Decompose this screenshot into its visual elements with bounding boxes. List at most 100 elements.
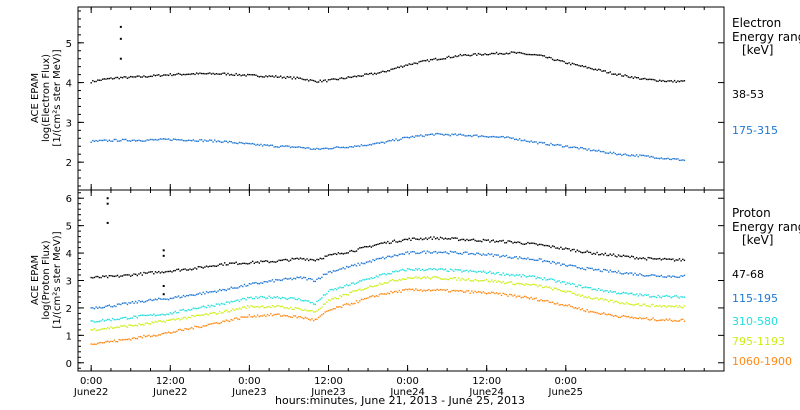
- data-point: [515, 283, 518, 285]
- data-point: [235, 287, 237, 289]
- proton-ylabel-line2: log(Proton Flux): [41, 240, 52, 319]
- data-point: [514, 138, 516, 141]
- data-point: [672, 258, 674, 260]
- data-point: [215, 141, 218, 143]
- data-point: [242, 142, 244, 144]
- data-point: [270, 261, 272, 263]
- data-point: [383, 258, 386, 260]
- data-point: [164, 271, 167, 273]
- data-point: [153, 313, 155, 315]
- data-point: [472, 238, 475, 240]
- data-point: [579, 146, 582, 149]
- spike-point: [119, 57, 122, 60]
- data-point: [373, 276, 376, 279]
- data-point: [487, 292, 490, 294]
- data-point: [431, 252, 434, 254]
- series-310-580: [90, 267, 686, 323]
- data-point: [214, 139, 216, 141]
- data-point: [138, 273, 140, 275]
- data-point: [415, 288, 417, 290]
- data-point: [336, 253, 338, 256]
- data-point: [397, 280, 399, 282]
- data-point: [565, 247, 567, 249]
- data-point: [115, 305, 117, 308]
- data-point: [199, 314, 201, 317]
- data-point: [364, 288, 366, 290]
- data-point: [289, 259, 292, 261]
- data-point: [581, 286, 583, 289]
- data-point: [500, 274, 503, 276]
- data-point: [548, 245, 551, 247]
- data-point: [477, 270, 480, 273]
- data-point: [324, 294, 326, 296]
- data-point: [400, 138, 402, 140]
- data-point: [446, 288, 448, 291]
- data-point: [256, 75, 259, 77]
- data-point: [477, 290, 480, 293]
- data-point: [362, 279, 364, 281]
- data-point: [527, 241, 529, 244]
- data-point: [535, 243, 537, 245]
- data-point: [444, 237, 447, 240]
- data-point: [204, 139, 206, 141]
- data-point: [411, 269, 414, 271]
- data-point: [291, 146, 293, 148]
- data-point: [100, 139, 102, 142]
- data-point: [584, 65, 587, 68]
- data-point: [487, 136, 490, 138]
- data-point: [134, 273, 137, 276]
- series-115-195: [90, 250, 686, 310]
- data-point: [205, 325, 208, 327]
- data-point: [382, 141, 384, 144]
- data-point: [551, 58, 554, 61]
- data-point: [670, 305, 672, 308]
- data-point: [429, 58, 432, 61]
- data-point: [621, 315, 623, 318]
- data-point: [294, 298, 297, 300]
- data-point: [484, 254, 486, 256]
- data-point: [164, 298, 167, 300]
- data-point: [220, 263, 223, 265]
- data-point: [176, 268, 178, 271]
- data-point: [502, 135, 504, 138]
- data-point: [449, 238, 452, 240]
- data-point: [139, 301, 142, 303]
- data-point: [365, 73, 368, 75]
- data-point: [169, 319, 171, 321]
- data-point: [606, 72, 608, 74]
- data-point: [195, 293, 198, 296]
- data-point: [632, 274, 635, 276]
- data-point: [512, 242, 514, 244]
- data-point: [581, 267, 583, 269]
- data-point: [408, 237, 410, 240]
- data-point: [126, 318, 129, 320]
- data-point: [268, 261, 270, 264]
- data-point: [467, 290, 470, 292]
- data-point: [518, 256, 521, 258]
- data-point: [647, 155, 649, 157]
- data-point: [243, 283, 246, 286]
- data-point: [116, 303, 119, 305]
- data-point: [284, 315, 287, 317]
- data-point: [500, 52, 503, 55]
- data-point: [162, 332, 165, 335]
- data-point: [342, 304, 345, 306]
- data-point: [138, 336, 140, 338]
- data-point: [131, 325, 134, 327]
- data-point: [654, 305, 656, 308]
- data-point: [222, 288, 224, 291]
- data-point: [220, 302, 223, 305]
- data-point: [153, 74, 155, 76]
- data-point: [642, 77, 644, 80]
- data-point: [604, 313, 607, 315]
- data-point: [186, 140, 188, 142]
- data-point: [368, 245, 371, 247]
- data-point: [472, 292, 475, 294]
- data-point: [616, 74, 618, 76]
- data-point: [194, 315, 196, 318]
- data-point: [462, 54, 465, 56]
- data-point: [514, 294, 516, 296]
- data-point: [449, 291, 452, 293]
- data-point: [556, 280, 559, 282]
- ytick-label: 0: [66, 359, 72, 370]
